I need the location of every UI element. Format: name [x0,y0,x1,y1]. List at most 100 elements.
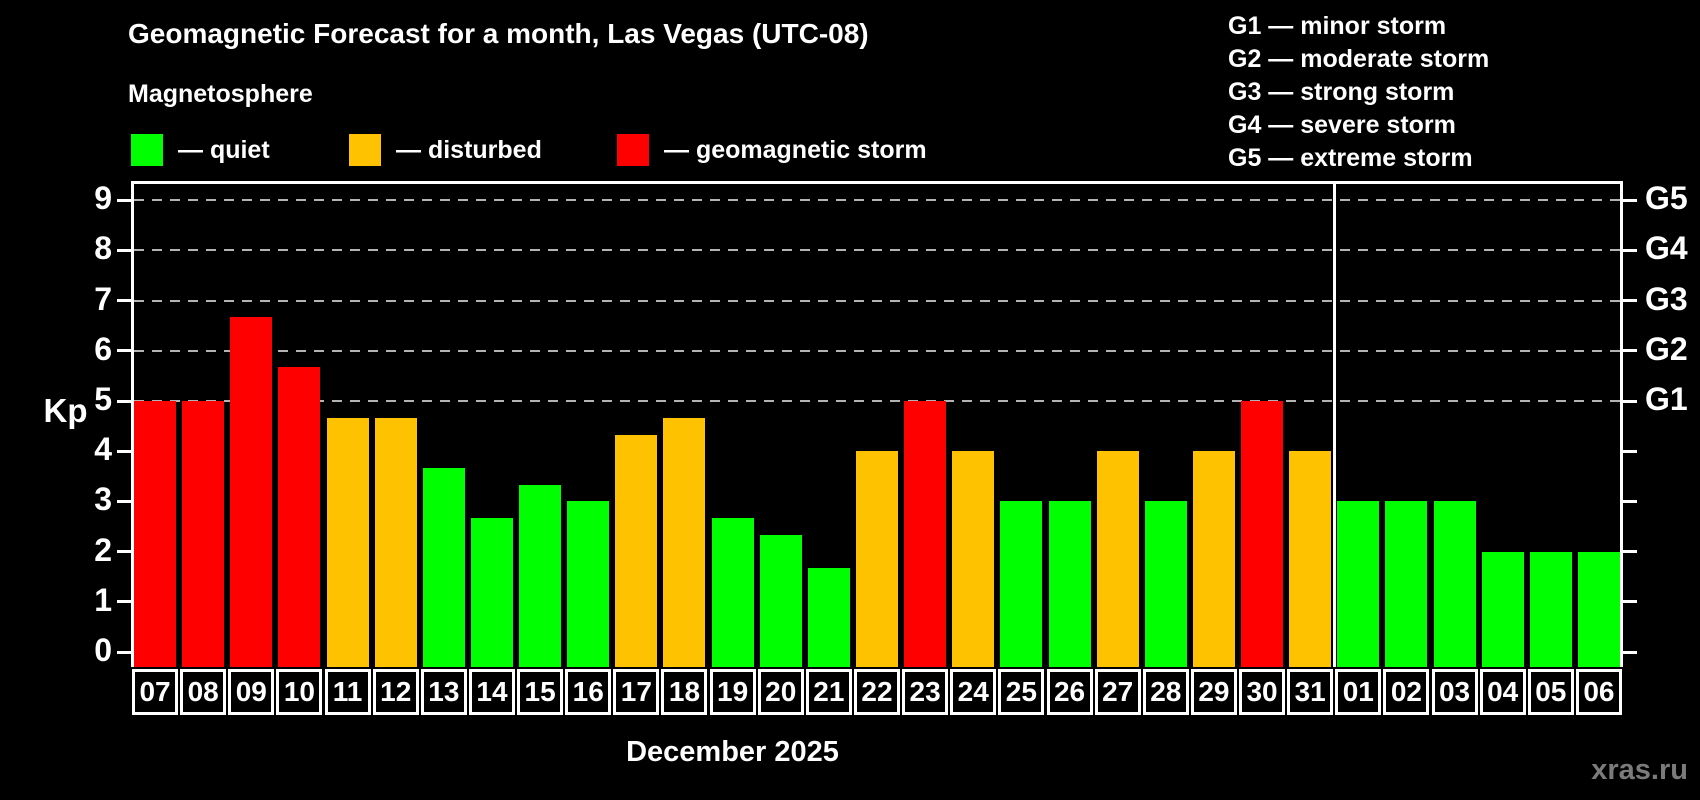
bar-day-06 [1577,551,1620,667]
gscale-legend-g5: G5 — extreme storm [1228,144,1473,172]
y-tick-left-4 [117,449,131,453]
bar-day-26 [1048,501,1091,667]
gridline-kp9 [134,199,1620,202]
y-tick-label-7: 7 [94,280,112,317]
disturbed-swatch-icon [349,134,381,166]
day-label-02: 02 [1383,669,1430,715]
right-axis-label-g5: G5 [1645,180,1688,217]
x-axis-title: December 2025 [626,736,839,768]
gridline-kp5 [134,400,1620,402]
y-axis-title: Kp [43,392,88,429]
y-tick-left-3 [117,499,131,503]
bar-day-15 [519,484,562,667]
bar-day-02 [1385,501,1428,667]
y-tick-label-6: 6 [94,330,112,367]
bar-day-20 [759,535,802,667]
right-axis-label-g2: G2 [1645,330,1688,367]
legend-label-storm: — geomagnetic storm [664,135,927,164]
bar-day-19 [711,517,754,667]
day-label-09: 09 [228,669,275,715]
plot-frame-top [131,181,1623,184]
right-axis-label-g1: G1 [1645,381,1688,417]
bar-day-09 [230,317,273,667]
day-label-18: 18 [661,669,708,715]
plot-area [131,181,1623,667]
day-label-17: 17 [613,669,660,715]
y-tick-right-7 [1623,299,1637,303]
day-label-13: 13 [420,669,467,715]
day-label-03: 03 [1431,669,1478,715]
bar-day-13 [422,467,465,667]
bar-day-08 [182,401,225,667]
day-label-29: 29 [1190,669,1237,715]
bar-day-29 [1192,451,1235,667]
y-tick-label-0: 0 [94,632,112,668]
bar-day-18 [663,417,706,667]
y-tick-label-5: 5 [94,381,112,417]
y-tick-left-2 [117,550,131,554]
right-axis-label-g4: G4 [1645,230,1688,267]
day-label-31: 31 [1287,669,1334,715]
day-label-10: 10 [276,669,323,715]
legend-label-disturbed: — disturbed [396,135,542,164]
bar-day-07 [134,401,177,667]
bar-day-27 [1096,451,1139,667]
bar-day-14 [470,517,513,667]
day-label-04: 04 [1479,669,1526,715]
bar-day-16 [567,501,610,667]
y-tick-left-7 [117,299,131,303]
day-label-27: 27 [1094,669,1141,715]
gscale-legend-g2: G2 — moderate storm [1228,45,1490,73]
bar-day-12 [374,417,417,667]
bar-day-22 [856,451,898,667]
day-label-08: 08 [180,669,227,715]
y-tick-right-3 [1623,499,1637,503]
day-label-06: 06 [1575,669,1622,715]
y-tick-label-4: 4 [94,431,112,468]
day-label-11: 11 [324,669,371,715]
plot-frame-left [131,181,134,667]
y-tick-label-1: 1 [94,581,112,618]
y-tick-right-6 [1623,349,1637,353]
day-label-23: 23 [902,669,949,715]
watermark: xras.ru [1591,754,1688,786]
y-tick-label-3: 3 [94,481,112,518]
legend-item-quiet: — quiet [131,133,270,167]
legend-item-storm: — geomagnetic storm [617,133,927,167]
bar-day-04 [1481,551,1524,667]
y-tick-left-9 [117,198,131,202]
day-label-25: 25 [998,669,1045,715]
bar-day-25 [1000,501,1043,667]
gscale-legend-g1: G1 — minor storm [1228,12,1447,40]
day-label-12: 12 [372,669,419,715]
chart-subtitle: Magnetosphere [128,80,313,108]
day-label-22: 22 [854,669,900,715]
y-tick-label-8: 8 [94,230,112,267]
y-tick-right-8 [1623,248,1637,252]
gscale-legend-g3: G3 — strong storm [1228,78,1455,106]
y-tick-right-2 [1623,550,1637,554]
x-axis-day-labels: 07 08 09 10 11 12 13 14 15 16 17 18 19 20 21 22 23 24 25 26… [131,669,1623,715]
gridline-kp8 [134,249,1620,252]
y-tick-left-0 [117,650,131,654]
legend-label-quiet: — quiet [178,135,270,164]
gscale-legend-g4: G4 — severe storm [1228,111,1456,139]
y-tick-left-6 [117,349,131,353]
gridline-kp7 [134,299,1620,302]
bar-day-05 [1529,551,1572,667]
y-tick-right-9 [1623,198,1637,202]
day-label-26: 26 [1046,669,1093,715]
bar-day-11 [326,417,369,667]
day-label-15: 15 [517,669,564,715]
right-axis-label-g3: G3 [1645,280,1688,317]
day-label-21: 21 [805,669,852,715]
y-tick-right-1 [1623,600,1637,604]
y-tick-right-0 [1623,650,1637,654]
day-label-28: 28 [1142,669,1189,715]
storm-swatch-icon [617,134,649,166]
quiet-swatch-icon [131,134,163,166]
legend-item-disturbed: — disturbed [349,133,542,167]
y-tick-label-9: 9 [94,180,112,217]
bar-day-01 [1337,501,1380,667]
